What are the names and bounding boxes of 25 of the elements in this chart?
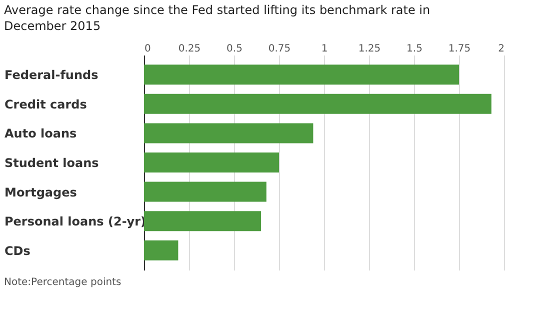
chart-title: Average rate change since the Fed started lifting its benchmark rate in December 2015 (4, 3, 430, 33)
bar (144, 64, 459, 85)
y-tick-label: Auto loans (4, 126, 77, 141)
x-tick-label: 2 (498, 44, 504, 54)
x-tick-label: 0.5 (226, 44, 242, 54)
y-tick-label: Credit cards (4, 97, 87, 112)
x-tick-label: 1 (321, 44, 328, 54)
text: Note:Percentage points (4, 277, 122, 288)
bar (144, 182, 266, 202)
bar (144, 240, 178, 260)
bar (144, 123, 314, 144)
x-tick-label: 1.25 (358, 44, 381, 54)
bar (144, 152, 279, 172)
bar (144, 211, 261, 232)
y-tick-label: Federal-funds (4, 68, 98, 82)
x-tick-label: 0.75 (268, 44, 291, 54)
bar (144, 94, 492, 114)
y-tick-label: Student loans (4, 156, 99, 170)
y-tick-label: Mortgages (4, 185, 77, 200)
x-tick-label: 0 (144, 44, 151, 54)
x-tick-label: 0.25 (178, 44, 201, 54)
x-tick-label: 1.75 (448, 44, 471, 54)
y-tick-label: CDs (4, 244, 30, 258)
y-tick-label: Personal loans (2-yr) (4, 214, 146, 229)
x-tick-label: 1.5 (406, 44, 422, 54)
